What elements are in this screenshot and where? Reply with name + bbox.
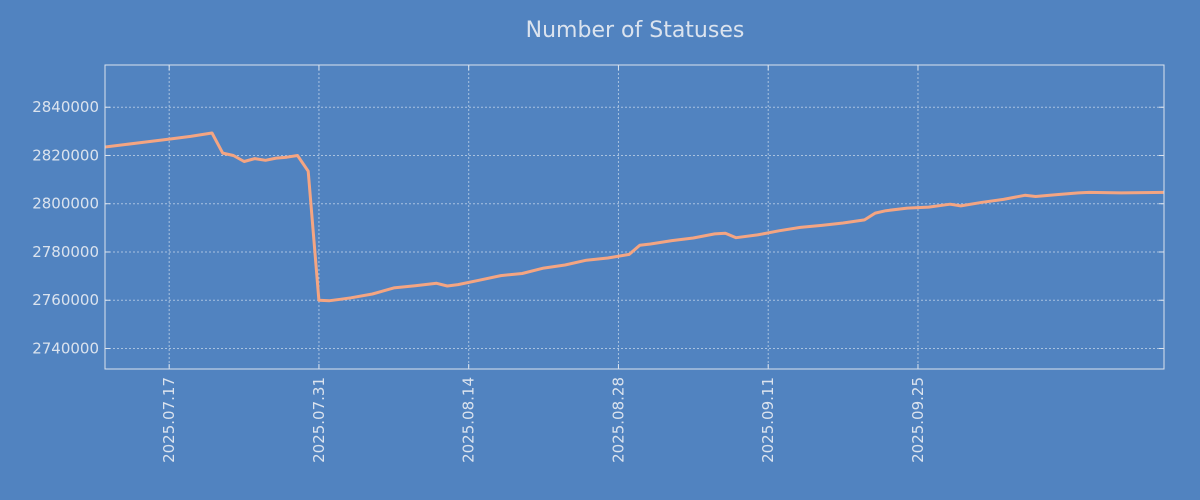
y-tick-label: 2820000 (32, 146, 99, 164)
y-tick-label: 2780000 (32, 243, 99, 261)
chart-title: Number of Statuses (526, 18, 745, 43)
plot-frame (104, 64, 1165, 370)
x-tick-label: 2025.09.11 (759, 377, 777, 463)
y-tick-label: 2740000 (32, 339, 99, 357)
x-tick-label: 2025.07.31 (310, 377, 328, 463)
plot-area (105, 131, 1164, 303)
series-line (105, 131, 1164, 303)
grid-lines (105, 65, 1164, 369)
y-tick-label: 2800000 (32, 195, 99, 213)
x-tick-label: 2025.09.25 (909, 377, 927, 463)
y-tick-label: 2840000 (32, 98, 99, 116)
x-tick-label: 2025.08.28 (609, 377, 627, 463)
x-tick-label: 2025.07.17 (160, 377, 178, 463)
y-tick-label: 2760000 (32, 291, 99, 309)
axes: 2740000 2760000 2780000 2800000 2820000 28400… (32, 64, 1165, 463)
x-tick-label: 2025.08.14 (460, 377, 478, 463)
